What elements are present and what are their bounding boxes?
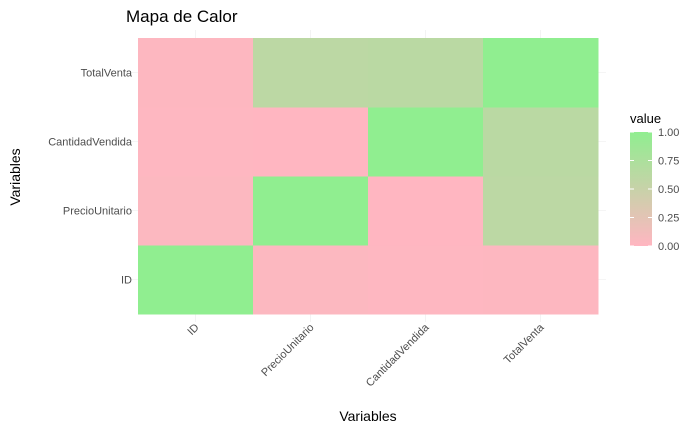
y-tick-labels: ID PrecioUnitario CantidadVendida TotalVent… xyxy=(48,68,133,287)
heatmap-cell-TotalVenta-PrecioUnitario xyxy=(253,38,369,108)
y-tick-label: TotalVenta xyxy=(81,68,133,80)
x-tick-label: TotalVenta xyxy=(502,321,547,366)
legend-tick-label: 1.00 xyxy=(658,127,679,139)
x-tick-label: ID xyxy=(185,322,201,338)
x-tick-labels: ID PrecioUnitario CantidadVendida TotalVent… xyxy=(185,321,547,389)
legend-ticks: 0.00 0.25 0.50 0.75 1.00 xyxy=(630,127,679,253)
color-legend: value 0.00 0.25 0.50 0.75 1.00 xyxy=(630,111,679,253)
x-tick-label: CantidadVendida xyxy=(364,321,432,389)
y-tick-label: CantidadVendida xyxy=(48,137,133,149)
chart-title: Mapa de Calor xyxy=(126,7,238,26)
y-tick-label: ID xyxy=(121,275,132,287)
heatmap-cells xyxy=(138,38,599,315)
heatmap-cell-TotalVenta-TotalVenta xyxy=(483,38,599,108)
x-axis-title: Variables xyxy=(339,408,396,424)
legend-tick-label: 0.50 xyxy=(658,184,679,196)
legend-tick-label: 0.75 xyxy=(658,156,679,168)
heatmap-cell-ID-ID xyxy=(138,245,254,315)
legend-tick-label: 0.00 xyxy=(658,241,679,253)
legend-colorbar xyxy=(630,132,652,246)
heatmap-cell-ID-PrecioUnitario xyxy=(253,245,369,315)
heatmap-cell-PrecioUnitario-TotalVenta xyxy=(483,176,599,246)
heatmap-cell-ID-TotalVenta xyxy=(483,245,599,315)
heatmap-cell-PrecioUnitario-CantidadVendida xyxy=(368,176,484,246)
heatmap-cell-CantidadVendida-PrecioUnitario xyxy=(253,107,369,177)
heatmap-cell-ID-CantidadVendida xyxy=(368,245,484,315)
heatmap-cell-CantidadVendida-ID xyxy=(138,107,254,177)
heatmap-cell-PrecioUnitario-PrecioUnitario xyxy=(253,176,369,246)
legend-title: value xyxy=(630,111,661,126)
heatmap-cell-TotalVenta-CantidadVendida xyxy=(368,38,484,108)
legend-tick-label: 0.25 xyxy=(658,213,679,225)
heatmap-cell-PrecioUnitario-ID xyxy=(138,176,254,246)
heatmap-cell-CantidadVendida-CantidadVendida xyxy=(368,107,484,177)
x-tick-label: PrecioUnitario xyxy=(259,322,316,379)
y-axis-title: Variables xyxy=(7,148,23,205)
y-tick-label: PrecioUnitario xyxy=(63,206,132,218)
heatmap-cell-TotalVenta-ID xyxy=(138,38,254,108)
heatmap-cell-CantidadVendida-TotalVenta xyxy=(483,107,599,177)
